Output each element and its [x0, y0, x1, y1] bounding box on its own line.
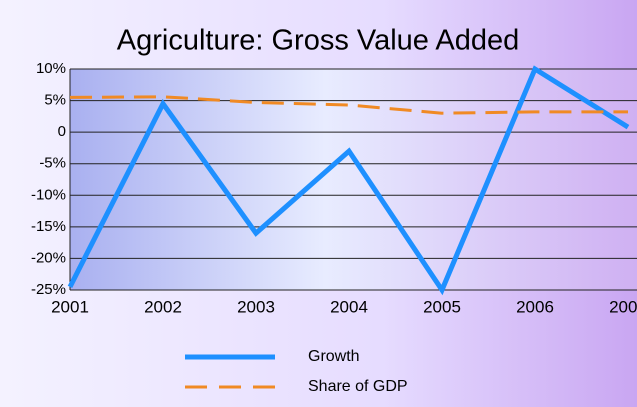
x-tick-label: 2005	[423, 297, 461, 316]
x-tick-label: 2004	[330, 297, 368, 316]
y-tick-label: -20%	[31, 249, 66, 266]
x-tick-label: 2003	[237, 297, 275, 316]
x-tick-label: 2006	[516, 297, 554, 316]
y-tick-label: -10%	[31, 186, 66, 203]
y-tick-label: -25%	[31, 281, 66, 298]
chart-title: Agriculture: Gross Value Added	[117, 25, 519, 57]
y-tick-label: -15%	[31, 218, 66, 235]
x-tick-label: 2001	[51, 297, 89, 316]
y-tick-label: 0	[58, 123, 66, 140]
y-tick-label: 5%	[44, 92, 66, 109]
line-series	[67, 65, 630, 296]
plot-area	[70, 69, 637, 290]
line-series	[69, 95, 628, 115]
y-tick-label: 10%	[36, 60, 66, 77]
legend-label: Share of GDP	[308, 378, 408, 395]
x-tick-label: 2007	[609, 297, 637, 316]
y-tick-label: -5%	[39, 155, 66, 172]
legend-label: Growth	[308, 348, 360, 365]
x-tick-label: 2002	[144, 297, 182, 316]
